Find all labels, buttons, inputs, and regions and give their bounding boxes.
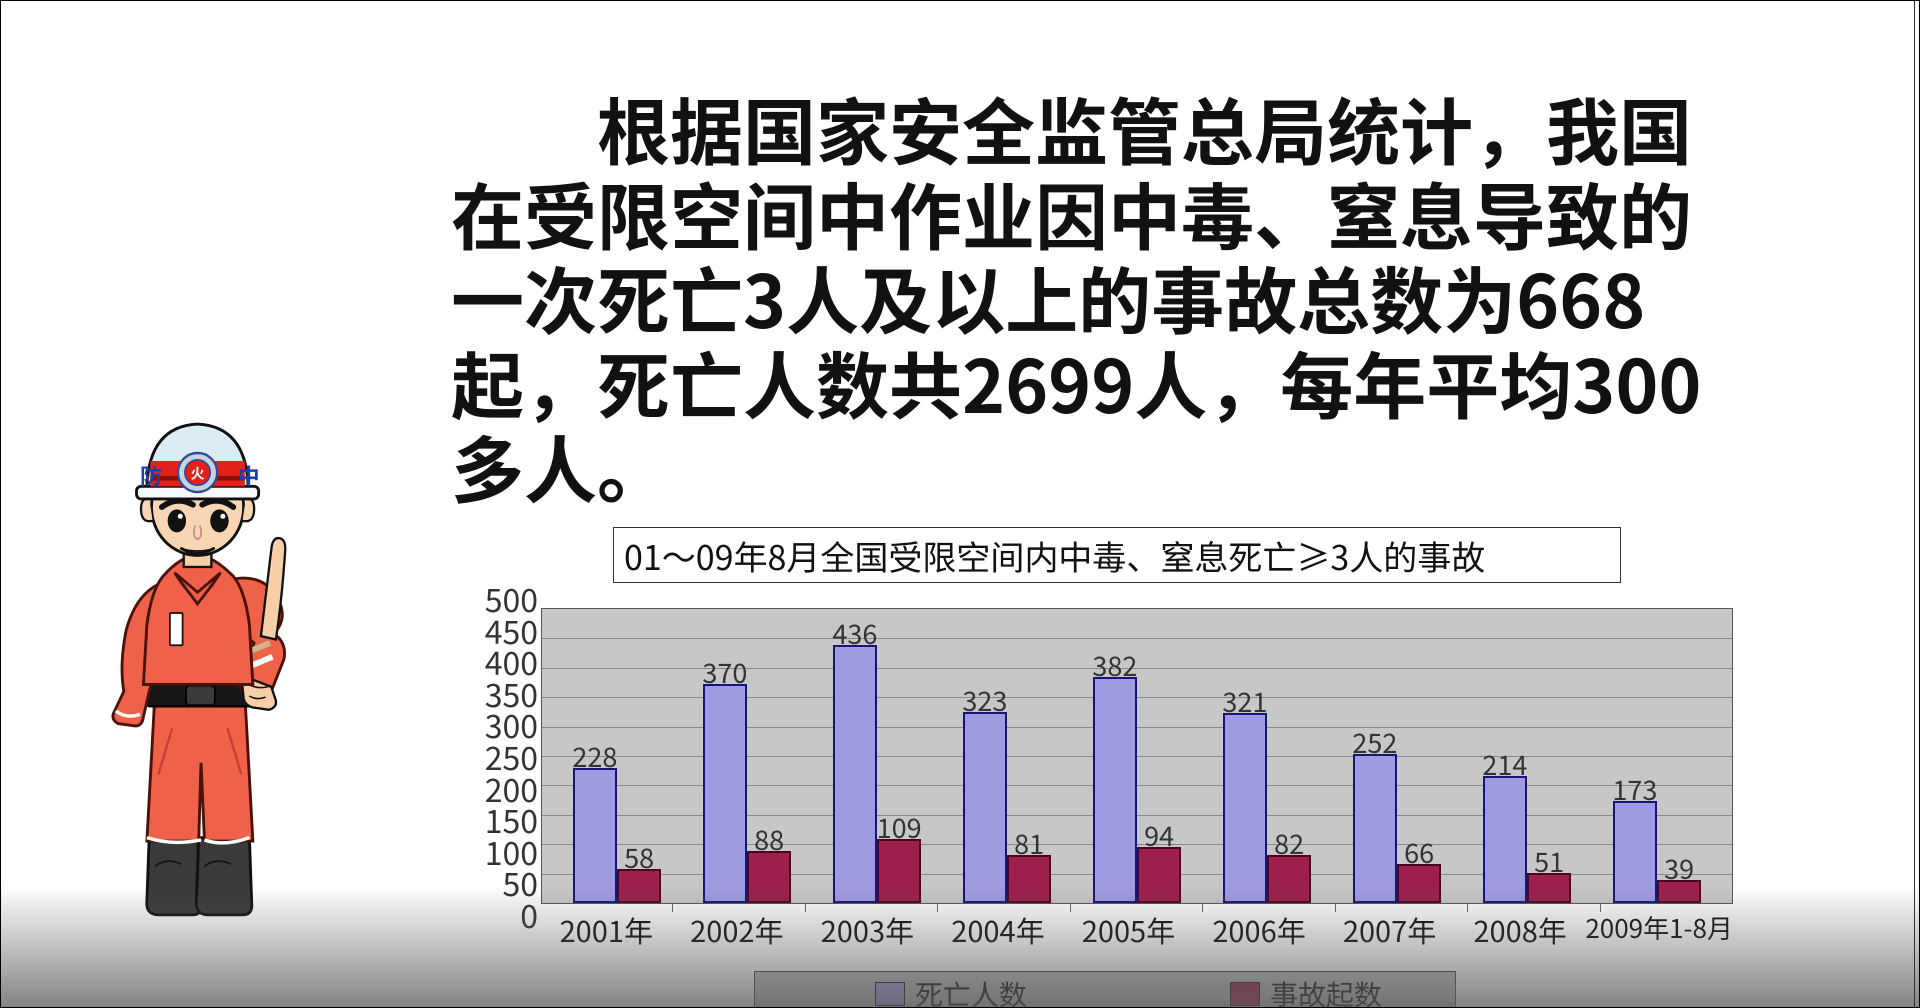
svg-text:中: 中 xyxy=(238,460,260,491)
svg-text:防: 防 xyxy=(140,460,162,491)
svg-text:火: 火 xyxy=(191,462,205,482)
